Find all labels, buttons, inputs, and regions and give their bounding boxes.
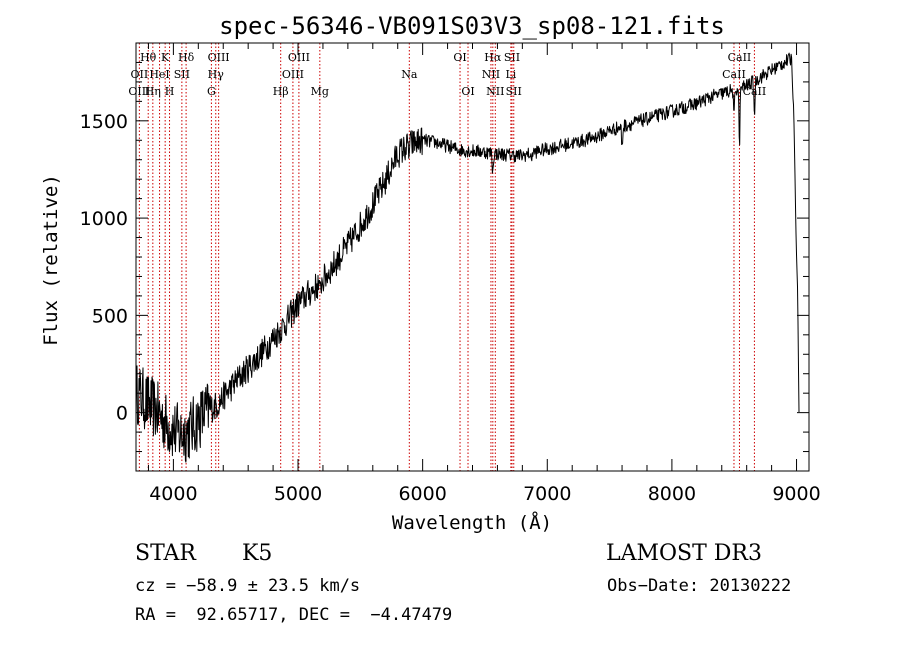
x-tick-label: 4000 [149, 483, 197, 505]
line-label: Hγ [208, 68, 225, 81]
x-tick-label: 9000 [772, 483, 820, 505]
y-tick-label: 1000 [80, 208, 128, 230]
y-tick-label: 0 [116, 403, 128, 425]
line-label: CaII [743, 85, 767, 98]
line-label: SII [174, 68, 190, 81]
line-label: OIII [128, 85, 150, 98]
spectrum-trace [135, 52, 800, 463]
line-label: OII [131, 68, 149, 81]
redshift-cz: cz = −58.9 ± 23.5 km/s [135, 576, 361, 596]
line-label: SII [506, 85, 522, 98]
line-label: NII [482, 68, 500, 81]
coordinates: RA = 92.65717, DEC = −4.47479 [135, 605, 453, 625]
line-label: OIII [208, 51, 230, 64]
axis-ticks: 4000 5000 6000 7000 8000 9000 0 500 1000 1500 [80, 42, 821, 505]
survey-name: LAMOST DR3 [606, 541, 762, 566]
line-label: H [165, 85, 175, 98]
line-label: Hη [145, 85, 161, 98]
line-label: G [207, 85, 216, 98]
line-label: Hθ [140, 51, 157, 64]
chart-title: spec-56346-VB091S03V3_sp08-121.fits [219, 12, 725, 40]
line-label: SII [504, 51, 520, 64]
line-label: OI [453, 51, 466, 64]
line-label: OIII [288, 51, 310, 64]
line-label: Hα [484, 51, 502, 64]
x-tick-label: 6000 [398, 483, 446, 505]
line-label: Li [505, 68, 516, 81]
plot-frame [135, 42, 810, 472]
x-axis-label: Wavelength (Å) [392, 511, 552, 534]
object-subclass: K5 [242, 541, 273, 566]
y-tick-label: 1500 [80, 111, 128, 133]
observation-date: Obs−Date: 20130222 [607, 576, 792, 596]
line-label: NII [486, 85, 504, 98]
line-label: Mg [311, 85, 329, 98]
line-label: CaII [728, 51, 752, 64]
line-label: CaII [722, 68, 746, 81]
x-tick-label: 8000 [648, 483, 696, 505]
line-label: OI [461, 85, 474, 98]
line-label: Hβ [273, 85, 289, 98]
y-tick-label: 500 [92, 305, 128, 327]
line-label: K [161, 51, 170, 64]
object-class: STAR [135, 541, 196, 566]
x-tick-label: 5000 [274, 483, 322, 505]
line-label: Na [401, 68, 418, 81]
line-label: Hδ [178, 51, 195, 64]
line-label: OIII [282, 68, 304, 81]
x-tick-label: 7000 [523, 483, 571, 505]
y-axis-label: Flux (relative) [40, 174, 62, 346]
